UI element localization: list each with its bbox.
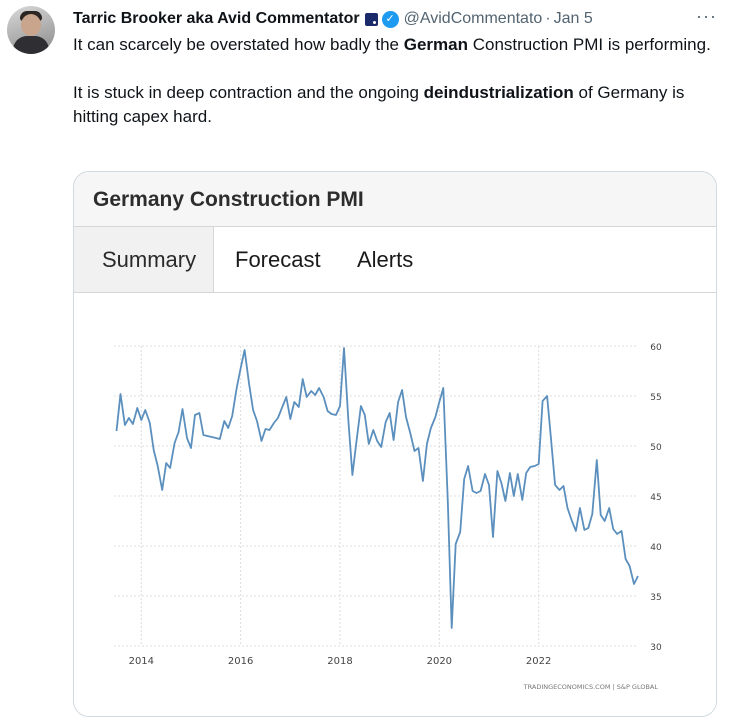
y-tick-label: 35 <box>650 593 661 603</box>
x-tick-label: 2016 <box>228 656 253 667</box>
tweet-paragraph-1: It can scarcely be overstated how badly … <box>73 33 713 57</box>
card-title: Germany Construction PMI <box>93 188 364 211</box>
y-tick-label: 30 <box>650 643 662 653</box>
attached-image-card[interactable]: Germany Construction PMI Summary Forecas… <box>73 171 717 717</box>
author-handle[interactable]: @AvidCommentato <box>403 10 543 27</box>
author-avatar[interactable] <box>7 6 55 54</box>
y-tick-label: 40 <box>650 543 662 553</box>
y-tick-label: 50 <box>650 443 662 453</box>
separator-dot: · <box>545 10 551 27</box>
text-segment: of Germany is hitting capex hard. <box>73 83 685 126</box>
more-options-icon[interactable]: ··· <box>696 6 717 26</box>
text-segment: It is stuck in deep contraction and the … <box>73 83 424 102</box>
author-name[interactable]: Tarric Brooker aka Avid Commentator <box>73 10 360 27</box>
verified-badge-icon[interactable]: ✓ <box>381 10 399 28</box>
tab-bar: Summary Forecast Alerts <box>74 227 716 293</box>
x-tick-label: 2018 <box>327 656 352 667</box>
text-bold-deindustrialization: deindustrialization <box>423 83 574 102</box>
tweet-header: Tarric Brooker aka Avid Commentator ✓ @A… <box>73 8 593 30</box>
source-attribution: TRADINGECONOMICS.COM | S&P GLOBAL <box>523 683 659 691</box>
text-segment: It can scarcely be overstated how badly … <box>73 35 404 54</box>
y-tick-label: 55 <box>650 393 661 403</box>
tweet-text: It can scarcely be overstated how badly … <box>73 33 713 129</box>
x-tick-label: 2020 <box>427 656 452 667</box>
chart-area: 30 35 40 45 50 55 60 2014 2016 2018 2020 2022 TRADIN… <box>74 293 716 716</box>
x-tick-label: 2022 <box>526 656 551 667</box>
series-line <box>115 347 639 629</box>
text-segment: Construction PMI is performing. <box>468 35 711 54</box>
flag-icon <box>364 12 378 26</box>
tweet-date[interactable]: Jan 5 <box>553 10 593 27</box>
avatar-body <box>13 36 49 54</box>
card-title-bar: Germany Construction PMI <box>74 172 716 227</box>
avatar-head <box>21 14 41 36</box>
tab-alerts[interactable]: Alerts <box>357 247 414 272</box>
tweet-paragraph-2: It is stuck in deep contraction and the … <box>73 81 713 129</box>
pmi-line-chart: 30 35 40 45 50 55 60 2014 2016 2018 2020 2022 TRADIN… <box>114 343 662 691</box>
y-tick-label: 60 <box>650 343 662 353</box>
tab-summary[interactable]: Summary <box>74 227 215 292</box>
text-bold-german: German <box>403 35 468 54</box>
x-tick-label: 2014 <box>129 656 154 667</box>
tab-forecast[interactable]: Forecast <box>235 247 321 272</box>
y-tick-label: 45 <box>650 493 661 503</box>
